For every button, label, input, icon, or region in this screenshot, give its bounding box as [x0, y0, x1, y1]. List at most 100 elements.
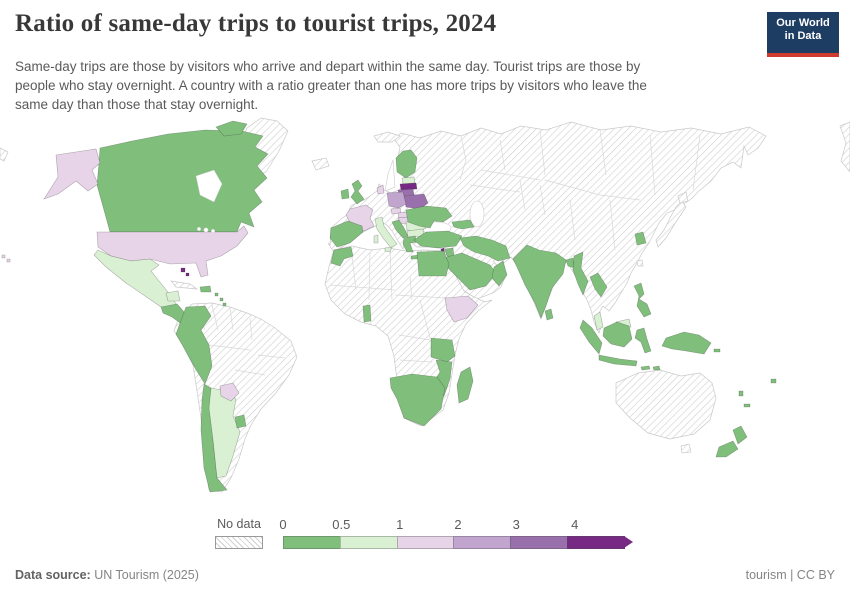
country-philippines[interactable]	[633, 282, 652, 318]
country-united-states-alaska[interactable]	[43, 148, 101, 200]
country-mexico-yucatan[interactable]	[165, 290, 181, 302]
country-benin[interactable]	[362, 304, 372, 323]
legend-tick-3: 3	[512, 517, 520, 532]
country-ethiopia[interactable]	[444, 295, 479, 323]
baltic-sea	[384, 159, 396, 192]
country-paraguay[interactable]	[219, 382, 240, 402]
legend-no-data-swatch[interactable]	[215, 536, 263, 549]
country-new-zealand-south[interactable]	[715, 440, 739, 458]
country-australia[interactable]	[615, 369, 717, 440]
footer-license[interactable]: tourism | CC BY	[745, 568, 835, 582]
legend-tick-labels: 0 0.5 1 2 3 4	[279, 517, 633, 533]
footer-source: Data source: UN Tourism (2025)	[15, 568, 199, 582]
country-italy[interactable]	[374, 216, 398, 249]
country-vanuatu[interactable]	[738, 390, 744, 397]
country-estonia[interactable]	[401, 176, 416, 185]
legend-color-bar	[283, 536, 633, 549]
legend-segment-2-3[interactable]	[453, 536, 512, 549]
legend-arrow	[623, 536, 633, 548]
region-russia-east-edge[interactable]	[839, 121, 850, 173]
country-egypt[interactable]	[416, 250, 450, 277]
country-cuba[interactable]	[170, 280, 199, 290]
country-uruguay[interactable]	[234, 414, 247, 429]
legend-segment-0.5-1[interactable]	[339, 536, 398, 549]
owid-logo-accent	[767, 53, 839, 57]
country-new-caledonia[interactable]	[743, 403, 751, 408]
footer-source-label: Data source:	[15, 568, 91, 582]
country-japan[interactable]	[655, 200, 687, 248]
owid-logo[interactable]: Our World in Data	[767, 12, 839, 57]
legend-tick-0: 0	[279, 517, 287, 532]
country-myanmar[interactable]	[572, 251, 589, 296]
country-svalbard[interactable]	[373, 131, 401, 143]
subtitle-line-1: Same-day trips are those by visitors who…	[15, 59, 641, 74]
country-dominican-republic[interactable]	[199, 285, 212, 293]
country-canada[interactable]	[96, 129, 269, 233]
region-siberia-west-edge[interactable]	[0, 147, 9, 162]
country-iran[interactable]	[459, 235, 511, 262]
country-taiwan[interactable]	[636, 259, 644, 267]
legend-tick-4: 4	[571, 517, 579, 532]
region-south-africa-namibia-botswana[interactable]	[389, 373, 446, 427]
country-indonesia-sumatra[interactable]	[579, 319, 603, 355]
country-tasmania[interactable]	[680, 443, 692, 454]
region-colombia-ecuador-peru[interactable]	[175, 305, 213, 385]
country-madagascar[interactable]	[456, 366, 474, 404]
country-ireland[interactable]	[340, 188, 350, 200]
country-oman[interactable]	[491, 260, 508, 287]
legend-segment-1-2[interactable]	[396, 536, 455, 549]
country-solomon-islands[interactable]	[713, 348, 721, 353]
country-finland[interactable]	[395, 149, 418, 179]
country-indonesia-java[interactable]	[598, 354, 638, 367]
chart-subtitle: Same-day trips are those by visitors who…	[15, 57, 745, 114]
subtitle-line-2: people who stay overnight. A country wit…	[15, 78, 647, 93]
country-malaysia[interactable]	[593, 311, 604, 331]
country-bahamas[interactable]	[180, 267, 190, 277]
country-belarus[interactable]	[403, 193, 429, 210]
country-united-states-hawaii[interactable]	[1, 254, 11, 263]
legend-segment-4plus[interactable]	[567, 536, 625, 549]
region-new-guinea[interactable]	[661, 331, 712, 355]
country-turkey[interactable]	[413, 230, 463, 249]
region-spain-portugal[interactable]	[329, 220, 364, 248]
country-laos[interactable]	[589, 272, 608, 298]
country-latvia[interactable]	[399, 182, 418, 191]
country-india[interactable]	[512, 244, 567, 319]
country-iceland[interactable]	[311, 157, 330, 171]
subtitle-line-3: same day than those that stay overnight.	[15, 97, 259, 112]
country-poland[interactable]	[386, 191, 407, 209]
country-indonesia-sulawesi[interactable]	[634, 327, 652, 354]
country-indonesia-borneo[interactable]	[602, 321, 633, 348]
country-sri-lanka[interactable]	[544, 308, 554, 321]
country-new-zealand-north[interactable]	[732, 425, 748, 445]
country-united-kingdom[interactable]	[350, 179, 365, 205]
country-denmark[interactable]	[376, 184, 385, 195]
country-saudi-arabia[interactable]	[442, 252, 497, 291]
country-south-korea[interactable]	[634, 231, 647, 246]
legend-segment-0-0.5[interactable]	[283, 536, 341, 549]
country-japan-hokkaido[interactable]	[677, 191, 689, 204]
hudson-bay	[195, 169, 223, 203]
region-lesser-antilles[interactable]	[214, 292, 227, 307]
country-italy-islands[interactable]	[373, 234, 393, 253]
country-tanzania[interactable]	[430, 337, 456, 363]
country-canada-arctic-islands[interactable]	[215, 120, 248, 137]
owid-logo-line-2: in Data	[784, 30, 822, 42]
country-fiji[interactable]	[770, 378, 777, 384]
country-indonesia-lesser-sunda[interactable]	[640, 365, 661, 371]
no-data-internal-borders	[195, 129, 701, 376]
region-georgia-azerbaijan[interactable]	[451, 219, 475, 230]
legend-segment-3-4[interactable]	[510, 536, 569, 549]
region-africa-no-data[interactable]	[324, 245, 493, 427]
owid-logo-line-1: Our World	[776, 17, 830, 29]
chart-title: Ratio of same-day trips to tourist trips…	[15, 10, 497, 37]
country-morocco[interactable]	[330, 246, 354, 267]
caspian-sea	[469, 200, 485, 228]
legend-no-data-label: No data	[217, 517, 261, 531]
country-ukraine[interactable]	[405, 205, 453, 229]
legend-tick-1: 1	[396, 517, 404, 532]
footer-source-value: UN Tourism (2025)	[90, 568, 199, 582]
country-bangladesh[interactable]	[565, 257, 575, 269]
country-greece[interactable]	[402, 235, 418, 253]
